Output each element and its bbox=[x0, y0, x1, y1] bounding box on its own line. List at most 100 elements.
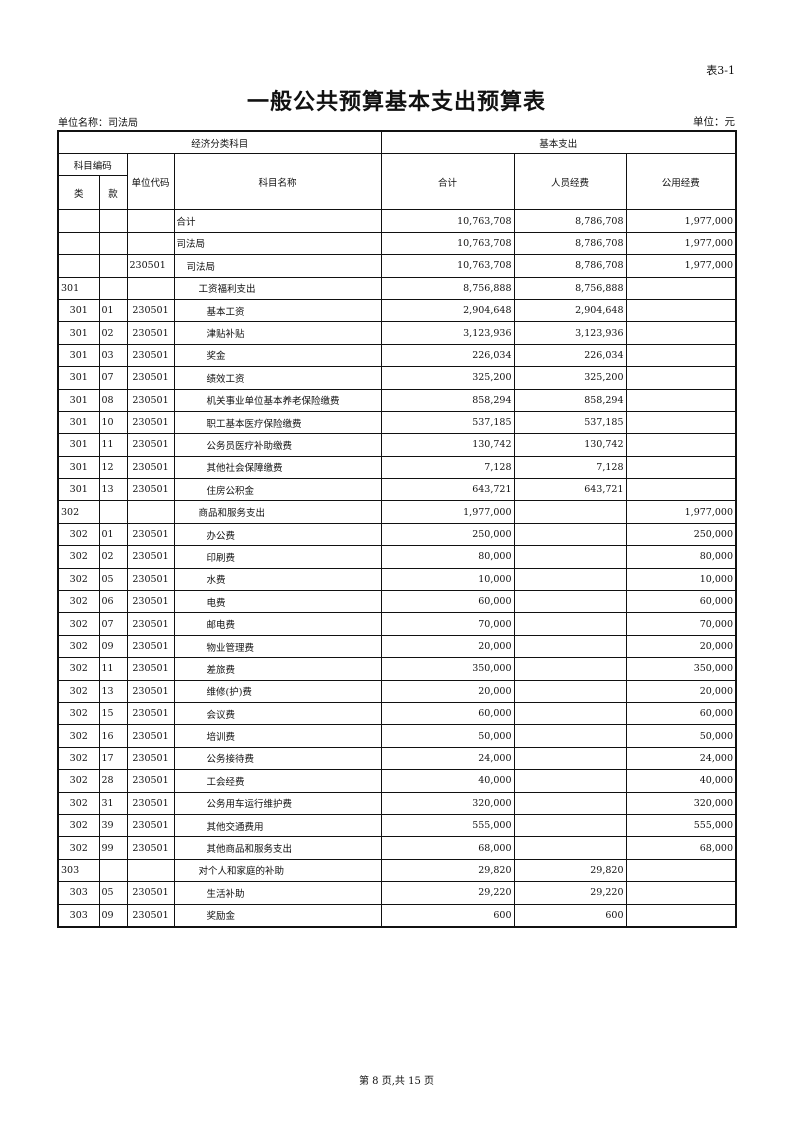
kuan-cell: 99 bbox=[98, 836, 128, 860]
table-row: 302 28 230501 工会经费 40,000 40,000 bbox=[57, 769, 737, 793]
table-number: 表3-1 bbox=[706, 64, 735, 77]
personnel-cell bbox=[513, 679, 627, 703]
unit-code-cell: 230501 bbox=[126, 478, 175, 502]
kuan-cell: 17 bbox=[98, 746, 128, 771]
table-row: 301 12 230501 其他社会保障缴费 7,128 7,128 bbox=[57, 455, 737, 480]
kuan-cell: 12 bbox=[98, 455, 128, 480]
public-cell bbox=[625, 433, 737, 457]
personnel-cell bbox=[513, 567, 627, 592]
unit-code-cell: 230501 bbox=[126, 813, 175, 838]
table-row: 303 05 230501 生活补助 29,220 29,220 bbox=[57, 881, 737, 905]
public-cell bbox=[625, 858, 737, 883]
lei-cell bbox=[57, 231, 100, 256]
unit-code-cell: 230501 bbox=[126, 724, 175, 748]
total-cell: 325,200 bbox=[380, 366, 515, 390]
total-cell: 555,000 bbox=[380, 813, 515, 838]
subject-name-cell: 其他交通费用 bbox=[173, 813, 382, 838]
total-cell: 40,000 bbox=[380, 769, 515, 793]
unit-code-cell: 230501 bbox=[126, 321, 175, 345]
kuan-cell: 15 bbox=[98, 701, 128, 726]
unit-code-cell bbox=[126, 276, 175, 300]
lei-cell: 302 bbox=[57, 836, 100, 860]
table-row: 303 09 230501 奖励金 600 600 bbox=[57, 903, 737, 928]
unit-code-cell: 230501 bbox=[126, 366, 175, 390]
currency-unit: 单位：元 bbox=[693, 116, 735, 128]
total-cell: 7,128 bbox=[380, 455, 515, 480]
public-cell: 70,000 bbox=[625, 612, 737, 636]
table-row: 302 02 230501 印刷费 80,000 80,000 bbox=[57, 545, 737, 569]
table-row: 司法局 10,763,708 8,786,708 1,977,000 bbox=[57, 231, 737, 256]
personnel-cell bbox=[513, 813, 627, 838]
kuan-cell: 39 bbox=[98, 813, 128, 838]
public-cell: 40,000 bbox=[625, 769, 737, 793]
subject-name-cell: 津贴补贴 bbox=[173, 321, 382, 345]
public-cell bbox=[625, 478, 737, 502]
total-cell: 858,294 bbox=[380, 388, 515, 412]
total-cell: 3,123,936 bbox=[380, 321, 515, 345]
lei-cell: 302 bbox=[57, 746, 100, 771]
subject-name-cell: 奖金 bbox=[173, 343, 382, 368]
lei-cell: 302 bbox=[57, 724, 100, 748]
subject-name-cell: 邮电费 bbox=[173, 612, 382, 636]
personnel-cell bbox=[513, 657, 627, 681]
lei-cell: 302 bbox=[57, 813, 100, 838]
table-row: 301 02 230501 津贴补贴 3,123,936 3,123,936 bbox=[57, 321, 737, 345]
public-cell: 60,000 bbox=[625, 701, 737, 726]
public-cell: 68,000 bbox=[625, 836, 737, 860]
unit-code-cell: 230501 bbox=[126, 567, 175, 592]
kuan-cell bbox=[98, 254, 128, 278]
unit-code-cell: 230501 bbox=[126, 522, 175, 547]
unit-code-cell: 230501 bbox=[126, 903, 175, 928]
kuan-cell: 03 bbox=[98, 343, 128, 368]
kuan-cell bbox=[98, 276, 128, 300]
total-cell: 600 bbox=[380, 903, 515, 928]
table-row: 302 17 230501 公务接待费 24,000 24,000 bbox=[57, 746, 737, 771]
lei-cell: 301 bbox=[57, 455, 100, 480]
kuan-cell: 08 bbox=[98, 388, 128, 412]
subject-name-cell: 水费 bbox=[173, 567, 382, 592]
lei-cell: 302 bbox=[57, 634, 100, 659]
total-cell: 10,763,708 bbox=[380, 231, 515, 256]
lei-cell: 302 bbox=[57, 590, 100, 614]
personnel-cell: 8,756,888 bbox=[513, 276, 627, 300]
lei-cell: 302 bbox=[57, 791, 100, 815]
unit-code-cell: 230501 bbox=[126, 612, 175, 636]
subject-name-cell: 合计 bbox=[173, 209, 382, 233]
table-row: 302 01 230501 办公费 250,000 250,000 bbox=[57, 522, 737, 547]
lei-cell: 302 bbox=[57, 612, 100, 636]
subject-name-cell: 司法局 bbox=[173, 254, 382, 278]
personnel-cell: 29,220 bbox=[513, 881, 627, 905]
personnel-cell: 8,786,708 bbox=[513, 231, 627, 256]
personnel-cell: 643,721 bbox=[513, 478, 627, 502]
kuan-cell: 13 bbox=[98, 679, 128, 703]
subject-name-cell: 印刷费 bbox=[173, 545, 382, 569]
kuan-cell: 06 bbox=[98, 590, 128, 614]
lei-cell: 301 bbox=[57, 298, 100, 323]
unit-code-header: 单位代码 bbox=[126, 153, 175, 211]
kuan-cell: 01 bbox=[98, 298, 128, 323]
table-row: 302 39 230501 其他交通费用 555,000 555,000 bbox=[57, 813, 737, 838]
unit-code-cell: 230501 bbox=[126, 836, 175, 860]
lei-cell: 302 bbox=[57, 769, 100, 793]
public-cell: 350,000 bbox=[625, 657, 737, 681]
kuan-cell: 10 bbox=[98, 410, 128, 435]
table-row: 302 06 230501 电费 60,000 60,000 bbox=[57, 590, 737, 614]
total-cell: 68,000 bbox=[380, 836, 515, 860]
kuan-cell: 16 bbox=[98, 724, 128, 748]
personnel-cell bbox=[513, 701, 627, 726]
personnel-cell bbox=[513, 545, 627, 569]
subject-name-cell: 奖励金 bbox=[173, 903, 382, 928]
public-cell bbox=[625, 276, 737, 300]
table-row: 302 05 230501 水费 10,000 10,000 bbox=[57, 567, 737, 592]
personnel-cell bbox=[513, 634, 627, 659]
subject-name-cell: 办公费 bbox=[173, 522, 382, 547]
subject-name-cell: 公务员医疗补助缴费 bbox=[173, 433, 382, 457]
public-cell: 250,000 bbox=[625, 522, 737, 547]
unit-code-cell: 230501 bbox=[126, 343, 175, 368]
total-header: 合计 bbox=[380, 153, 515, 211]
total-cell: 60,000 bbox=[380, 590, 515, 614]
public-cell: 50,000 bbox=[625, 724, 737, 748]
personnel-cell: 130,742 bbox=[513, 433, 627, 457]
public-cell bbox=[625, 903, 737, 928]
total-cell: 1,977,000 bbox=[380, 500, 515, 524]
